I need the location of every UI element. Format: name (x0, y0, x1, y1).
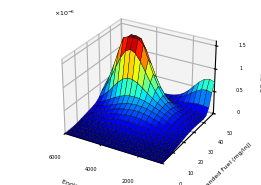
Y-axis label: Commanded Fuel (mg/inj): Commanded Fuel (mg/inj) (191, 141, 253, 185)
Text: $\times10^{-6}$: $\times10^{-6}$ (54, 9, 75, 18)
X-axis label: Engine Speed (RPM): Engine Speed (RPM) (61, 179, 123, 185)
